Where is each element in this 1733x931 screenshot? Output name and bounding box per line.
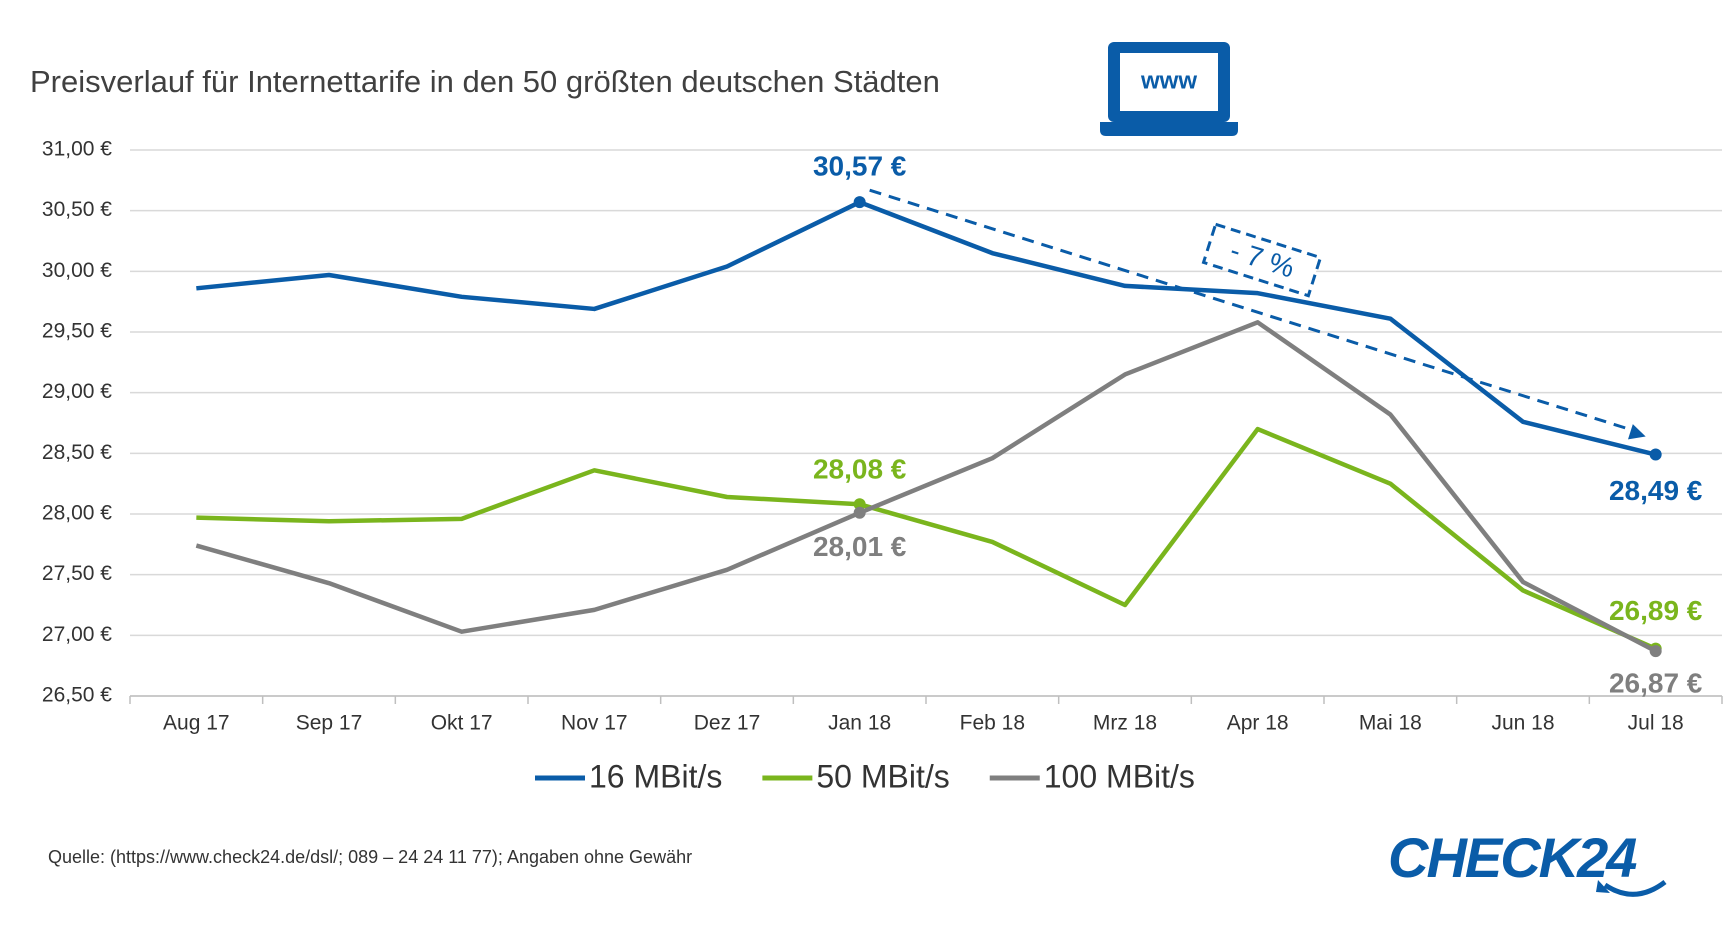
x-tick-label: Okt 17 [431, 712, 493, 735]
series-line [195, 320, 1657, 654]
legend-label: 16 MBit/s [589, 758, 722, 794]
source: Quelle: (https://www.check24.de/dsl/; 08… [48, 847, 692, 867]
x-tick-label: Nov 17 [561, 712, 628, 735]
x-tick-label: Mai 18 [1359, 712, 1422, 735]
point-marker [853, 196, 866, 209]
logo: CHECK24 [1388, 826, 1667, 897]
annotation-box: - 7 % [1201, 222, 1323, 298]
value-label: 30,57 € [813, 151, 907, 182]
point-marker [1649, 448, 1662, 461]
y-tick-label: 26,50 € [42, 684, 112, 707]
value-label: 26,89 € [1609, 595, 1703, 626]
chart-title: Preisverlauf für Internettarife in den 5… [30, 64, 940, 99]
value-label: 28,01 € [813, 531, 907, 562]
y-tick-label: 29,00 € [42, 380, 112, 403]
series-line [196, 199, 1657, 457]
www-icon: www [1100, 42, 1238, 136]
x-tick-label: Jul 18 [1628, 712, 1684, 735]
y-tick-label: 31,00 € [42, 138, 112, 161]
trend-arrow [869, 188, 1635, 432]
x-tick-label: Jan 18 [828, 712, 891, 735]
value-label: 26,87 € [1609, 667, 1703, 698]
logo-text: CHECK24 [1388, 826, 1637, 889]
y-tick-label: 30,50 € [42, 198, 112, 221]
series-line [196, 426, 1657, 651]
y-tick-label: 28,50 € [42, 441, 112, 464]
x-tick-label: Jun 18 [1491, 712, 1554, 735]
y-tick-label: 30,00 € [42, 259, 112, 282]
y-tick-label: 27,00 € [42, 623, 112, 646]
point-marker [853, 506, 866, 519]
point-marker [1649, 645, 1662, 658]
annotation-frame [1201, 222, 1323, 298]
x-tick-label: Feb 18 [960, 712, 1025, 735]
x-tick-label: Dez 17 [694, 712, 761, 735]
icon-text: www [1140, 67, 1197, 94]
y-tick-label: 29,50 € [42, 320, 112, 343]
x-tick-label: Sep 17 [296, 712, 363, 735]
x-tick-label: Mrz 18 [1093, 712, 1157, 735]
value-label: 28,49 € [1609, 475, 1703, 506]
x-tick-label: Apr 18 [1227, 712, 1289, 735]
arrow-head [1627, 424, 1646, 440]
legend-label: 100 MBit/s [1044, 758, 1195, 794]
y-tick-label: 28,00 € [42, 502, 112, 525]
y-tick-label: 27,50 € [42, 562, 112, 585]
x-tick-label: Aug 17 [163, 712, 230, 735]
value-label: 28,08 € [813, 454, 907, 485]
point-marker [853, 498, 866, 511]
legend-label: 50 MBit/s [816, 758, 949, 794]
